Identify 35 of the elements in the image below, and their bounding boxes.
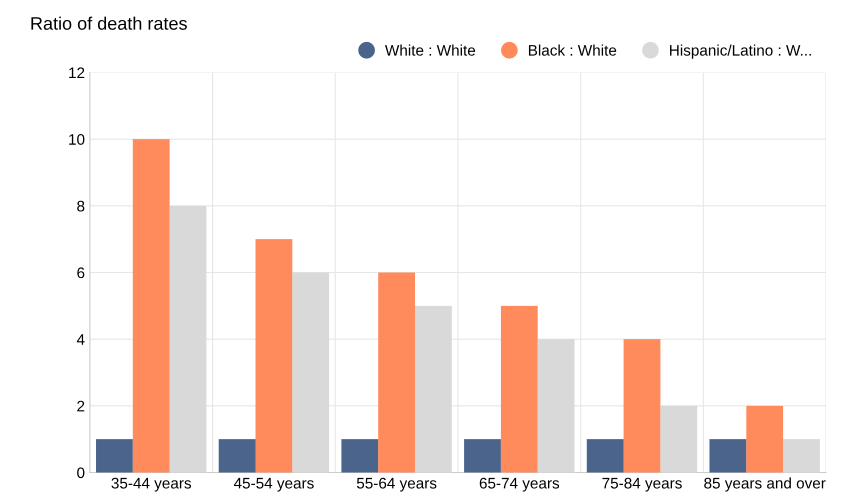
bar: [746, 406, 784, 472]
y-tick-label: 0: [77, 467, 84, 478]
bar: [170, 206, 206, 472]
bar: [218, 439, 256, 472]
bar: [292, 272, 330, 472]
bar: [783, 439, 820, 472]
y-tick-label: 6: [77, 267, 84, 278]
bar: [132, 139, 170, 472]
x-tick-label: 85 years and over: [704, 477, 826, 492]
bar: [96, 439, 133, 472]
x-tick-label: 75-84 years: [602, 478, 682, 492]
y-tick-label: 8: [77, 200, 84, 212]
bar: [500, 306, 538, 472]
bar: [341, 439, 378, 472]
legend-label: Black : White: [528, 44, 616, 56]
bar: [586, 439, 624, 472]
bar: [624, 339, 660, 472]
y-tick-label: 12: [69, 67, 84, 78]
bar: [538, 339, 575, 472]
y-tick-label: 10: [69, 134, 84, 145]
bar: [464, 439, 501, 472]
x-tick-label: 55-64 years: [356, 478, 436, 492]
bar: [709, 439, 746, 472]
legend-label: Hispanic/Latino : W...: [670, 44, 811, 59]
x-tick-label: 45-54 years: [234, 478, 314, 492]
bar: [660, 406, 698, 472]
x-tick-label: 65-74 years: [480, 478, 560, 492]
x-tick-label: 35-44 years: [111, 478, 192, 492]
bar: [415, 306, 452, 472]
bar: [378, 272, 416, 472]
chart-title: Ratio of death rates: [31, 16, 187, 30]
bar: [256, 239, 292, 472]
legend-label: White : White: [384, 44, 476, 56]
y-tick-label: 2: [77, 400, 84, 412]
y-tick-label: 4: [76, 334, 85, 345]
